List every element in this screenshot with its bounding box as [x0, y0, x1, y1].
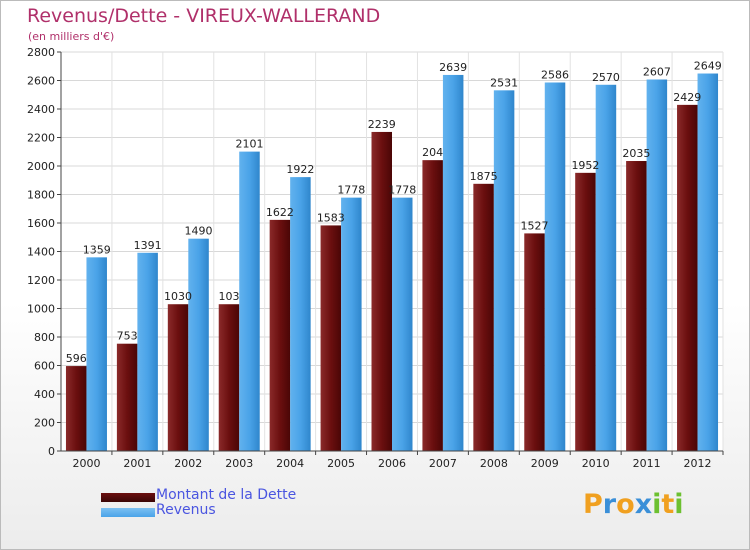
data-label-revenus: 1359: [83, 243, 111, 256]
chart-subtitle: (en milliers d'€): [28, 30, 115, 43]
data-label-revenus: 2531: [490, 76, 518, 89]
x-tick-label: 2010: [582, 457, 610, 470]
bar-revenus: [493, 90, 515, 452]
data-label-revenus: 1778: [388, 184, 416, 197]
legend-label-revenus: Revenus: [156, 502, 216, 518]
data-label-revenus: 2586: [541, 68, 569, 81]
data-labels: 596 1359 753 1391 1030 1490 103 2101 1622 1922 158…: [66, 60, 722, 366]
y-tick-label: 1600: [27, 217, 55, 230]
proxiti-logo: Proxiti: [583, 489, 684, 520]
data-label-revenus: 1922: [286, 163, 314, 176]
x-tick-label: 2000: [72, 457, 100, 470]
x-tick-label: 2008: [480, 457, 508, 470]
data-label-dette: 204: [422, 146, 443, 159]
y-tick-label: 200: [34, 417, 55, 430]
data-label-dette: 1952: [571, 159, 599, 172]
legend-swatch-revenus: [101, 508, 155, 517]
bar-revenus: [442, 74, 464, 451]
y-tick-label: 2400: [27, 103, 55, 116]
y-tick-label: 800: [34, 331, 55, 344]
legend-label-dette: Montant de la Dette: [156, 487, 297, 503]
chart-title: Revenus/Dette - VIREUX-WALLERAND: [27, 5, 381, 27]
bar-revenus: [544, 82, 566, 452]
data-label-dette: 596: [66, 352, 87, 365]
bar-revenus: [188, 238, 209, 451]
bar-revenus: [697, 73, 719, 451]
bar-dette: [116, 343, 138, 451]
bar-revenus: [290, 177, 311, 452]
y-tick-label: 1800: [27, 189, 55, 202]
bar-dette: [167, 304, 189, 451]
data-label-revenus: 2570: [592, 71, 620, 84]
logo-letter: i: [652, 489, 662, 520]
bar-revenus: [595, 84, 617, 452]
data-label-revenus: 2649: [694, 60, 722, 73]
data-label-dette: 2035: [622, 147, 650, 160]
legend-swatch-dette: [101, 493, 155, 502]
logo-letter: t: [661, 489, 675, 520]
bar-dette: [473, 183, 494, 451]
logo-letter: o: [616, 489, 635, 520]
data-label-dette: 2429: [673, 91, 701, 104]
data-label-dette: 1622: [266, 206, 294, 219]
data-label-revenus: 2607: [643, 66, 671, 79]
data-label-dette: 103: [218, 290, 239, 303]
data-label-dette: 1030: [164, 290, 192, 303]
bar-dette: [269, 219, 291, 451]
logo-letter: x: [634, 489, 653, 520]
y-tick-label: 1000: [27, 303, 55, 316]
bar-revenus: [646, 79, 668, 451]
y-tick-label: 2800: [27, 46, 55, 59]
data-label-revenus: 2101: [235, 138, 263, 151]
data-label-revenus: 1490: [185, 225, 213, 238]
y-tick-label: 1200: [27, 274, 55, 287]
bar-revenus: [239, 151, 260, 452]
x-tick-label: 2012: [684, 457, 712, 470]
x-tick-label: 2009: [531, 457, 559, 470]
x-tick-label: 2006: [378, 457, 406, 470]
y-tick-label: 2200: [27, 132, 55, 145]
bar-revenus: [341, 197, 362, 451]
y-tick-label: 2000: [27, 160, 55, 173]
data-label-dette: 2239: [368, 118, 396, 131]
y-tick-label: 2600: [27, 75, 55, 88]
x-tick-label: 2001: [123, 457, 151, 470]
y-tick-label: 1400: [27, 246, 55, 259]
bar-revenus: [392, 197, 413, 451]
bar-dette: [65, 366, 87, 451]
y-tick-label: 0: [48, 445, 55, 458]
y-tick-label: 600: [34, 360, 55, 373]
y-tick-label: 400: [34, 388, 55, 401]
x-tick-label: 2004: [276, 457, 304, 470]
bars: [65, 73, 719, 452]
x-tick-label: 2002: [174, 457, 202, 470]
data-label-revenus: 1391: [134, 239, 162, 252]
data-label-dette: 1875: [470, 170, 498, 183]
data-label-dette: 1583: [317, 211, 345, 224]
data-label-revenus: 2639: [439, 61, 467, 74]
data-label-dette: 1527: [521, 219, 549, 232]
bar-dette: [677, 104, 698, 452]
bar-revenus: [137, 252, 158, 451]
bar-dette: [218, 304, 240, 451]
axes: 0 200 400 600 800 1000 1200 1400 1600 1800 2000 220…: [27, 46, 724, 470]
bar-revenus: [86, 257, 107, 451]
x-tick-label: 2003: [225, 457, 253, 470]
data-label-revenus: 1778: [337, 184, 365, 197]
x-tick-label: 2005: [327, 457, 355, 470]
logo-letter: r: [602, 489, 617, 520]
x-tick-label: 2011: [633, 457, 661, 470]
bar-dette: [371, 131, 392, 451]
logo-letter: i: [674, 489, 684, 520]
x-tick-label: 2007: [429, 457, 457, 470]
logo-letter: P: [583, 489, 603, 520]
data-label-dette: 753: [117, 330, 138, 343]
bar-dette: [626, 161, 647, 451]
bar-dette: [320, 225, 342, 451]
bar-dette: [575, 172, 596, 451]
bar-dette: [524, 233, 545, 451]
bar-dette: [422, 160, 443, 451]
